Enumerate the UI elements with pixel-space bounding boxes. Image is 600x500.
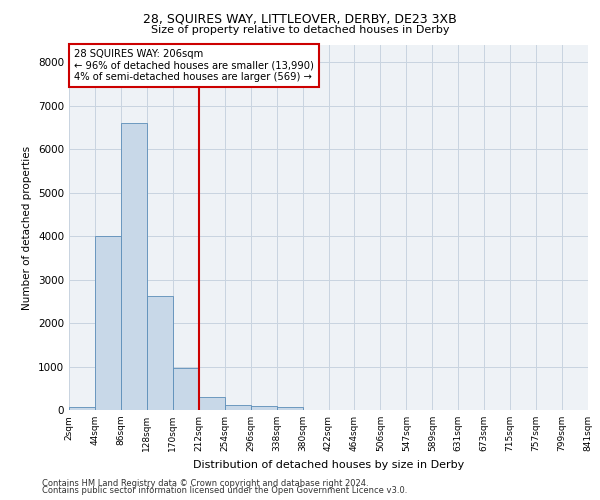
Bar bbox=[277, 406, 302, 410]
Bar bbox=[147, 296, 173, 410]
Bar bbox=[225, 405, 251, 410]
Bar bbox=[95, 236, 121, 410]
Text: 28, SQUIRES WAY, LITTLEOVER, DERBY, DE23 3XB: 28, SQUIRES WAY, LITTLEOVER, DERBY, DE23… bbox=[143, 12, 457, 26]
Text: Size of property relative to detached houses in Derby: Size of property relative to detached ho… bbox=[151, 25, 449, 35]
Text: Contains HM Land Registry data © Crown copyright and database right 2024.: Contains HM Land Registry data © Crown c… bbox=[42, 478, 368, 488]
Bar bbox=[69, 407, 95, 410]
X-axis label: Distribution of detached houses by size in Derby: Distribution of detached houses by size … bbox=[193, 460, 464, 469]
Bar bbox=[121, 123, 147, 410]
Text: Contains public sector information licensed under the Open Government Licence v3: Contains public sector information licen… bbox=[42, 486, 407, 495]
Bar bbox=[199, 396, 224, 410]
Text: 28 SQUIRES WAY: 206sqm
← 96% of detached houses are smaller (13,990)
4% of semi-: 28 SQUIRES WAY: 206sqm ← 96% of detached… bbox=[74, 48, 314, 82]
Y-axis label: Number of detached properties: Number of detached properties bbox=[22, 146, 32, 310]
Bar bbox=[173, 368, 199, 410]
Bar bbox=[251, 406, 277, 410]
